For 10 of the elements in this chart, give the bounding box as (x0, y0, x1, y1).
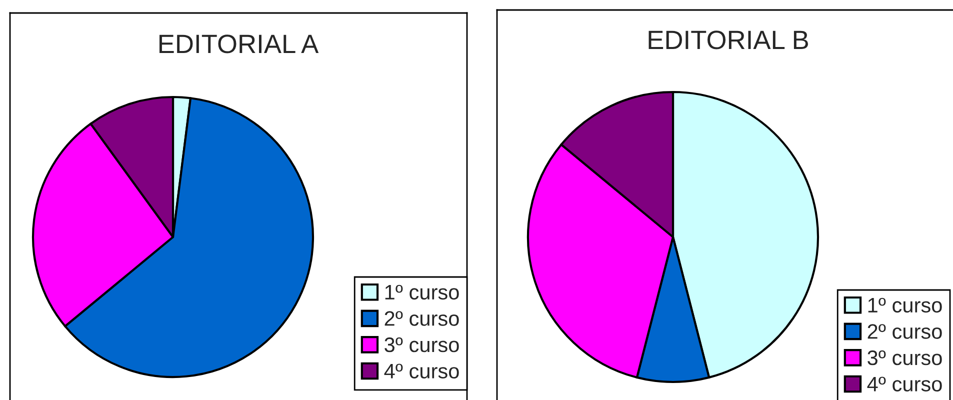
chart-title: EDITORIAL B (648, 30, 808, 50)
legend-label: 4º curso (867, 376, 942, 392)
legend-label: 3º curso (868, 350, 942, 366)
legend-label: 4º curso (384, 364, 459, 378)
legend-label: 3º curso (384, 337, 459, 352)
legend-label: 1º curso (385, 284, 459, 300)
legend-label: 2º curso (384, 311, 459, 326)
legend-label: 1º curso (868, 298, 942, 313)
chart-title: EDITORIAL A (160, 34, 319, 54)
legend-label: 2º curso (868, 324, 942, 339)
